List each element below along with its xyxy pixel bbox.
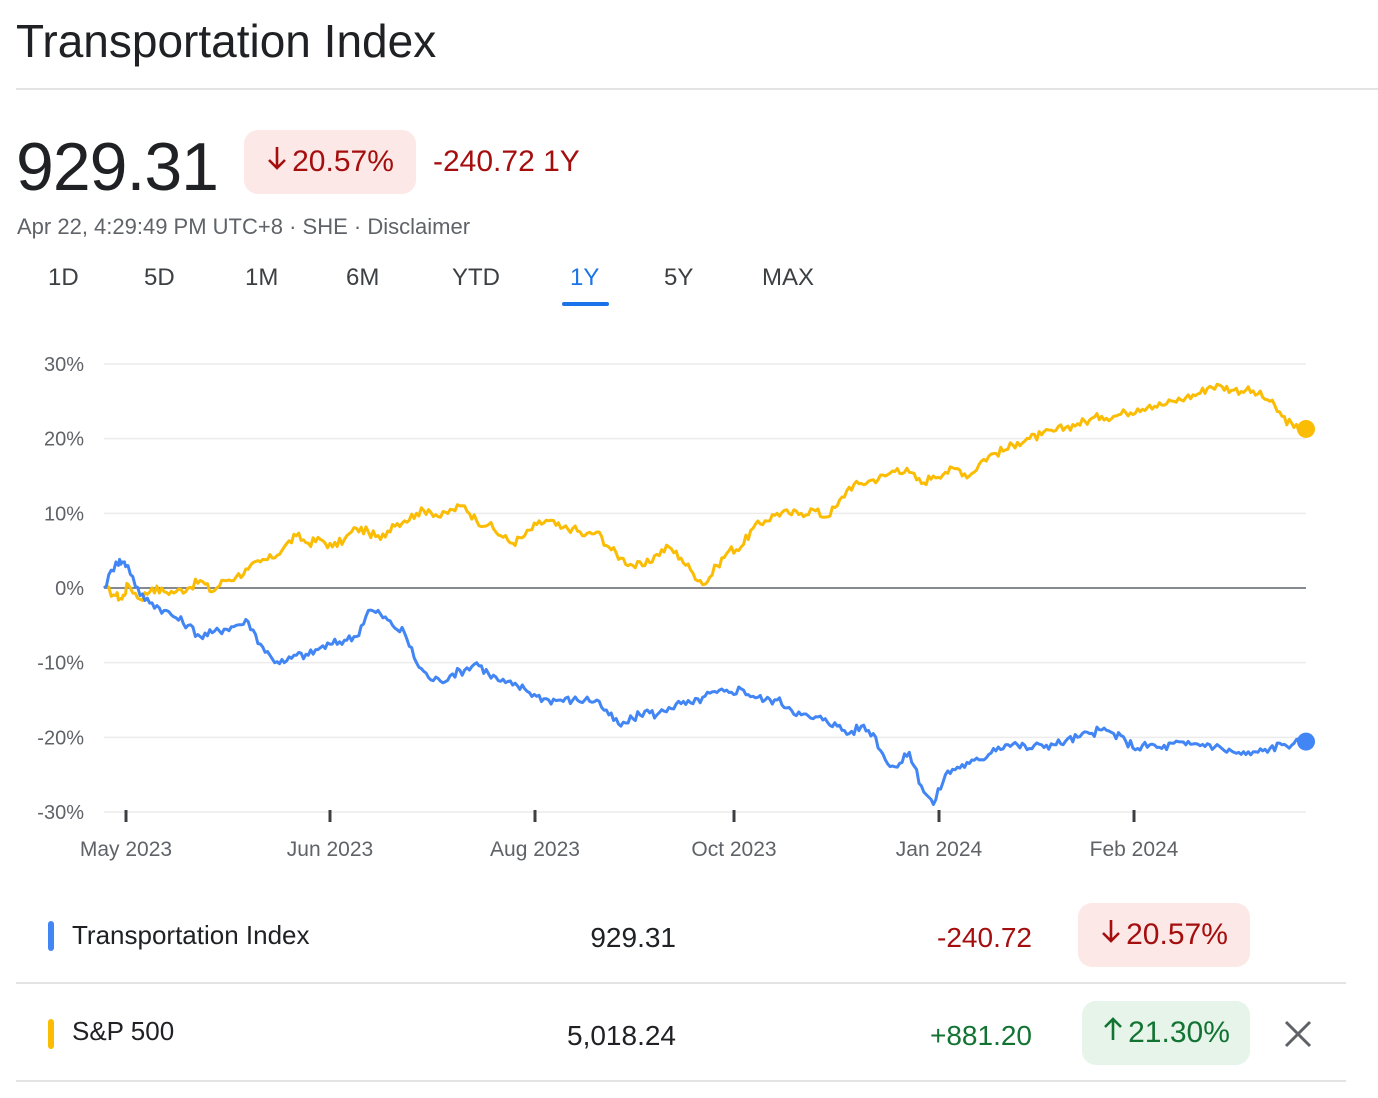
tab-1m[interactable]: 1M	[245, 264, 279, 291]
separator: ·	[353, 214, 362, 239]
row-change: +881.20	[930, 1020, 1032, 1051]
arrow-down-icon	[1100, 918, 1122, 952]
x-tick-label: Feb 2024	[1090, 838, 1179, 861]
percent-change: 20.57%	[292, 145, 394, 178]
tab-6m[interactable]: 6M	[346, 264, 380, 291]
arrow-up-icon	[1102, 1016, 1124, 1050]
abs-change-value: -240.72	[433, 145, 535, 178]
remove-comparison-button[interactable]	[1280, 1016, 1316, 1052]
absolute-change: -240.72 1Y	[433, 145, 580, 179]
tab-5y[interactable]: 5Y	[664, 264, 694, 291]
tab-1y[interactable]: 1Y	[570, 264, 600, 291]
current-price: 929.31	[16, 129, 219, 205]
y-tick-label: 20%	[44, 429, 84, 451]
y-tick-label: 30%	[44, 354, 84, 376]
x-tick-label: Jun 2023	[287, 838, 373, 861]
tab-5d[interactable]: 5D	[144, 264, 175, 291]
arrow-down-icon	[266, 145, 288, 179]
row-value: 929.31	[590, 922, 676, 953]
y-tick-label: -10%	[37, 653, 84, 675]
disclaimer-link[interactable]: Disclaimer	[367, 214, 471, 239]
tab-1d[interactable]: 1D	[48, 264, 79, 291]
row-percent: 20.57%	[1126, 918, 1228, 951]
quote-meta: Apr 22, 4:29:49 PM UTC+8 · SHE · Disclai…	[17, 214, 470, 240]
row-value: 5,018.24	[567, 1020, 676, 1051]
tab-ytd[interactable]: YTD	[452, 264, 500, 291]
transportation-line	[103, 557, 1308, 806]
row-name: S&P 500	[72, 1016, 175, 1046]
separator: ·	[289, 214, 297, 239]
close-icon	[1280, 1020, 1316, 1056]
series-color-swatch	[48, 921, 54, 951]
y-tick-label: -20%	[37, 727, 84, 749]
exchange: SHE	[302, 214, 348, 239]
sp500-endpoint	[1297, 419, 1315, 438]
percent-change-badge: 20.57%	[244, 130, 416, 194]
row-divider	[16, 1080, 1346, 1082]
row-percent-badge: 21.30%	[1082, 1001, 1250, 1065]
row-divider	[16, 982, 1346, 984]
transportation-endpoint	[1297, 732, 1315, 751]
title-divider	[16, 88, 1378, 90]
comparison-row-transportation[interactable]: Transportation Index 929.31 -240.72 20.5…	[16, 888, 1346, 984]
page-title: Transportation Index	[16, 15, 437, 67]
x-tick-label: Oct 2023	[691, 838, 776, 861]
row-percent: 21.30%	[1128, 1016, 1230, 1049]
x-tick-label: Aug 2023	[490, 838, 580, 861]
x-tick-label: May 2023	[80, 838, 172, 861]
active-tab-indicator	[562, 302, 609, 306]
sp500-line	[103, 382, 1307, 602]
x-tick-label: Jan 2024	[896, 838, 983, 861]
row-name: Transportation Index	[72, 920, 310, 950]
tab-max[interactable]: MAX	[762, 264, 815, 291]
row-change: -240.72	[937, 922, 1032, 953]
y-tick-label: -30%	[37, 802, 84, 824]
comparison-row-sp500[interactable]: S&P 500 5,018.24 +881.20 21.30%	[16, 986, 1346, 1082]
comparison-chart[interactable]: 30% 20% 10% 0% -10% -20% -30% May 2023 Jun 2023 A…	[0, 340, 1378, 870]
series-color-swatch	[48, 1019, 54, 1049]
change-period: 1Y	[543, 145, 580, 178]
timestamp: Apr 22, 4:29:49 PM UTC+8	[17, 214, 283, 239]
y-tick-label: 0%	[55, 578, 84, 600]
y-tick-label: 10%	[44, 503, 84, 525]
row-percent-badge: 20.57%	[1078, 903, 1250, 967]
